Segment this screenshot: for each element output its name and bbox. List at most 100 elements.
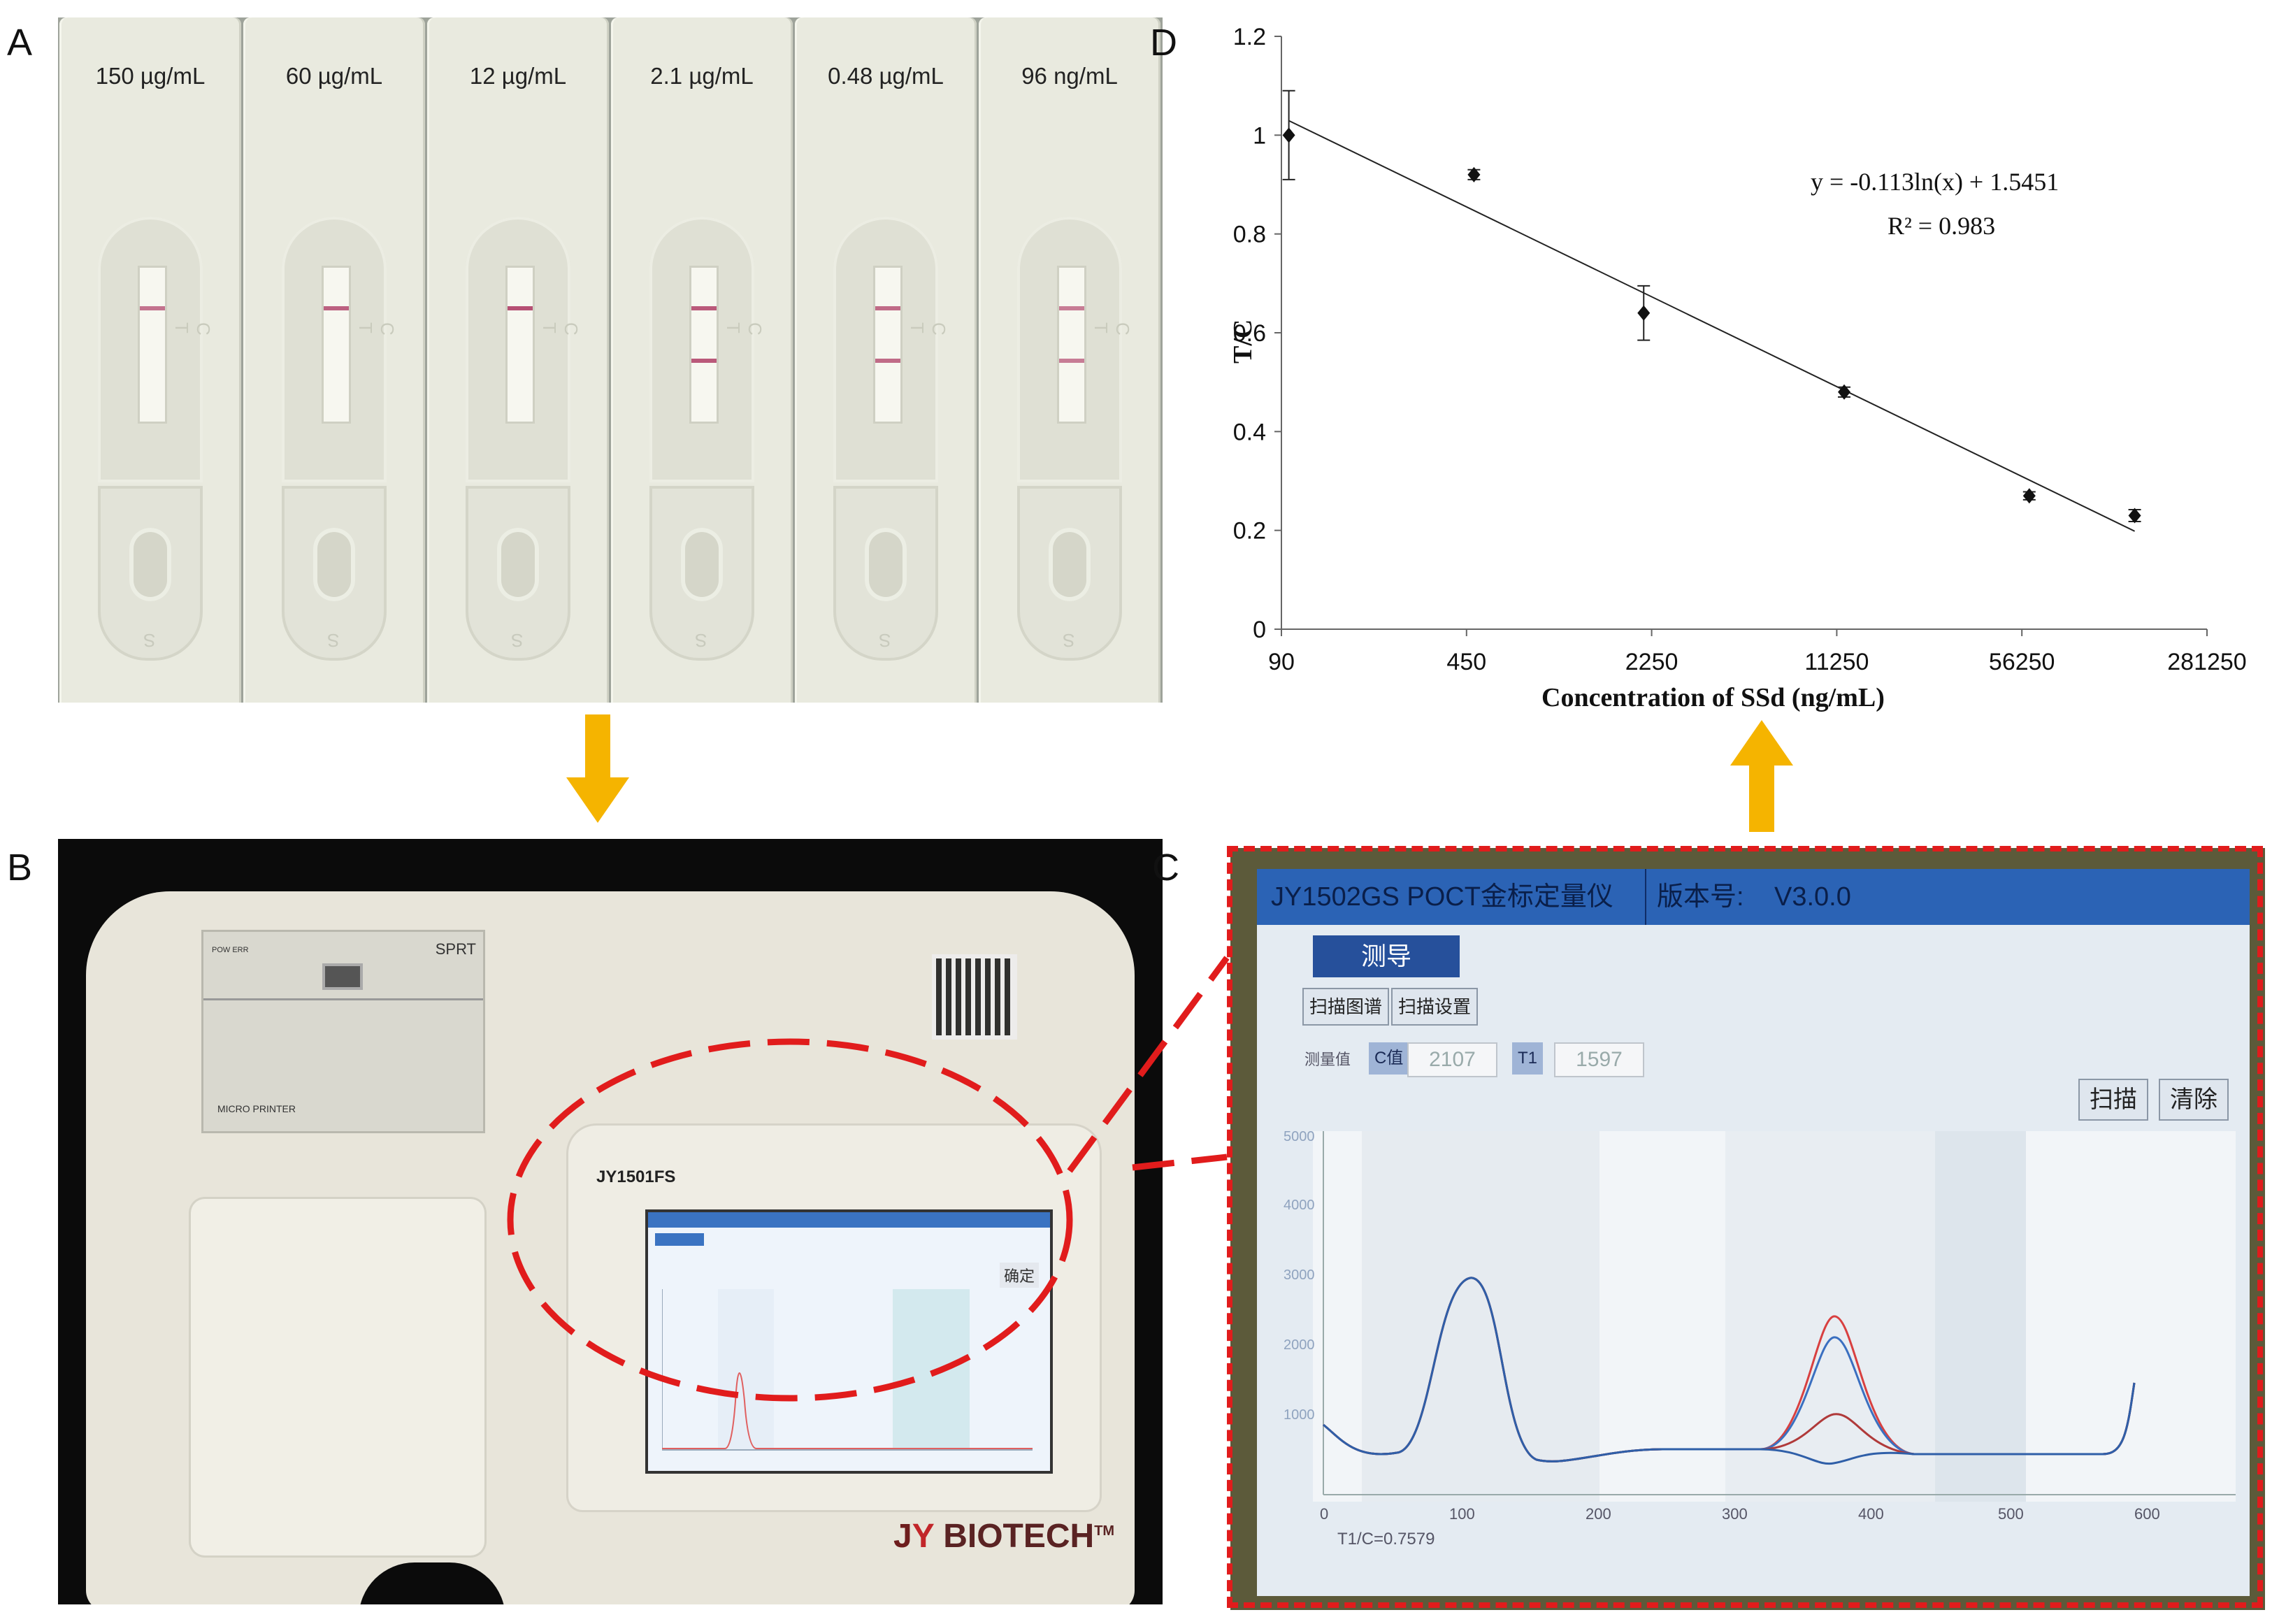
scan-trace: [1323, 1277, 2136, 1465]
chart-r-squared: R² = 0.983: [1888, 212, 1995, 240]
screen-housing: JY1501FS 确定: [568, 1126, 1100, 1510]
membrane: [1057, 266, 1086, 424]
version-value: V3.0.0: [1774, 882, 1851, 912]
sample-well: S: [282, 486, 387, 661]
sample-hole: [497, 528, 539, 601]
plot-band: [1362, 1131, 1599, 1502]
t-value-label: T1: [1512, 1042, 1544, 1075]
zoom-frame: [1227, 846, 2263, 1608]
test-line: [875, 359, 900, 363]
panel-b-label: B: [7, 847, 33, 889]
tab-scan-settings[interactable]: 扫描设置: [1391, 988, 1479, 1026]
y-tick-label: 0.6: [1233, 320, 1266, 347]
sample-well: S: [833, 486, 938, 661]
x-tick-label: 56250: [1989, 649, 2055, 675]
arrow-down-icon: [566, 714, 629, 823]
c-value-label: C值: [1369, 1042, 1409, 1075]
data-point: [1467, 166, 1481, 182]
sample-hole: [1049, 528, 1091, 601]
x-tick: 300: [1722, 1505, 1748, 1523]
membrane: [689, 266, 719, 424]
printer-feed-button[interactable]: [322, 963, 363, 990]
x-axis-label: Concentration of SSd (ng/mL): [1541, 683, 1885, 712]
sample-well: S: [649, 486, 754, 661]
membrane: [138, 266, 167, 424]
membrane: [873, 266, 903, 424]
control-line: [691, 306, 717, 310]
y-tick: 1000: [1284, 1407, 1315, 1423]
clear-button[interactable]: 清除: [2159, 1079, 2229, 1121]
tab-scan-spectrum[interactable]: 扫描图谱: [1302, 988, 1390, 1026]
mini-scan-plot: [662, 1289, 1033, 1451]
fit-line: [1288, 120, 2136, 532]
printer-brand-label: SPRT: [435, 940, 476, 958]
control-line: [1059, 306, 1084, 310]
x-tick-label: 281250: [2167, 649, 2246, 675]
test-line: [1059, 359, 1084, 363]
mini-measure-button[interactable]: [655, 1233, 704, 1246]
strip-concentration-label: 96 ng/mL: [1021, 63, 1118, 89]
result-window: C T: [649, 217, 765, 482]
sample-hole: [129, 528, 171, 601]
x-tick: 500: [1998, 1505, 2024, 1523]
sample-hole: [681, 528, 723, 601]
control-line: [324, 306, 349, 310]
plot-band: [1935, 1131, 2026, 1502]
control-line: [508, 306, 533, 310]
reader-device-photo: POW ERR SPRT MICRO PRINTER JY1501FS 确定: [58, 839, 1163, 1604]
app-title: JY1502GS POCT金标定量仪: [1271, 882, 1613, 912]
x-tick-label: 2250: [1625, 649, 1678, 675]
panel-d-label: D: [1150, 22, 1177, 64]
scan-button[interactable]: 扫描: [2078, 1079, 2148, 1121]
y-tick: 4000: [1284, 1198, 1315, 1213]
test-strip-photo: 150 µg/mL C T S 60 µg/mL C T S 12 µg/mL C T S 2.1…: [58, 17, 1163, 703]
scan-plot-area: [1313, 1131, 2236, 1502]
c-value-field[interactable]: 2107: [1407, 1042, 1497, 1077]
x-tick-label: 450: [1446, 649, 1486, 675]
x-tick-label: 90: [1268, 649, 1295, 675]
sample-well: S: [98, 486, 203, 661]
measured-value-label: 测量值: [1304, 1051, 1351, 1068]
screen-title-bar: JY1502GS POCT金标定量仪 版本号: V3.0.0: [1257, 869, 2250, 925]
t-value-field[interactable]: 1597: [1554, 1042, 1644, 1077]
chart-equation: y = -0.113ln(x) + 1.5451: [1811, 168, 2059, 196]
plot-band: [1725, 1131, 1935, 1502]
control-line: [875, 306, 900, 310]
data-point: [1637, 305, 1651, 321]
device-body: POW ERR SPRT MICRO PRINTER JY1501FS 确定: [86, 891, 1135, 1604]
printer-name-label: MICRO PRINTER: [217, 1103, 296, 1114]
calibration-chart: 0 0.2 0.4 0.6 0.8 1 1.2 90 450 2250 11250 56250 2812…: [1228, 24, 2247, 712]
control-line: [140, 306, 165, 310]
device-touchscreen[interactable]: 确定: [645, 1209, 1053, 1474]
y-tick-label: 0.8: [1233, 222, 1266, 248]
y-tick-label: 1: [1253, 122, 1266, 149]
status-leds-label: POW ERR: [212, 946, 249, 954]
sample-hole: [865, 528, 907, 601]
measure-button[interactable]: 测导: [1313, 935, 1460, 977]
arrow-up-icon: [1730, 720, 1793, 832]
mini-confirm-button[interactable]: 确定: [999, 1263, 1039, 1288]
scan-traces: [1323, 1131, 2236, 1495]
strip-tray-cover[interactable]: [191, 1199, 484, 1555]
data-point: [2022, 488, 2036, 504]
result-window: C T: [282, 217, 398, 482]
y-tick: 2000: [1284, 1337, 1315, 1353]
device-brand-logo: JY BIOTECHTM: [893, 1518, 1115, 1555]
sample-well: S: [466, 486, 570, 661]
y-tick: 3000: [1284, 1267, 1315, 1283]
y-tick-label: 1.2: [1233, 24, 1266, 50]
membrane: [322, 266, 351, 424]
data-point: [1282, 127, 1295, 143]
device-model-label: JY1501FS: [596, 1167, 676, 1186]
y-tick: 5000: [1284, 1129, 1315, 1144]
result-window: C T: [1017, 217, 1133, 482]
version-label: 版本号:: [1645, 869, 1744, 925]
x-tick: 600: [2134, 1505, 2160, 1523]
x-tick: 400: [1858, 1505, 1884, 1523]
membrane: [505, 266, 535, 424]
